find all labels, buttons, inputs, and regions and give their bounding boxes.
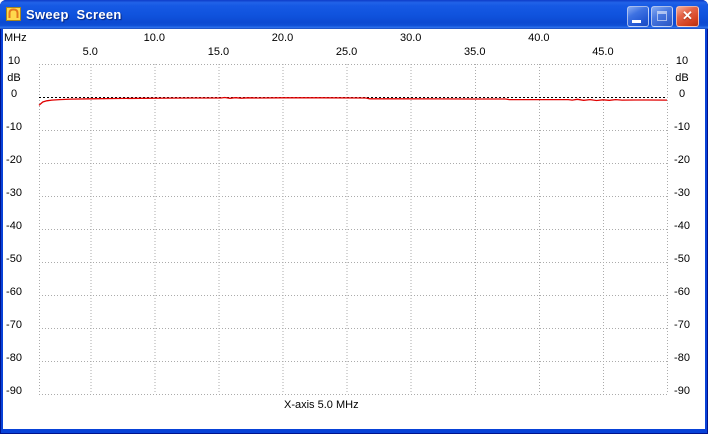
minimize-button[interactable] xyxy=(627,6,649,27)
close-button[interactable]: ✕ xyxy=(676,6,699,27)
maximize-icon xyxy=(657,11,667,21)
minimize-icon xyxy=(632,20,641,23)
close-icon: ✕ xyxy=(682,8,693,23)
maximize-button[interactable] xyxy=(651,6,673,27)
window-title: Sweep Screen xyxy=(26,7,122,22)
sweep-trace xyxy=(38,96,668,106)
sweep-curve-icon xyxy=(6,6,22,22)
title-bar[interactable]: Sweep Screen ✕ xyxy=(0,0,708,29)
